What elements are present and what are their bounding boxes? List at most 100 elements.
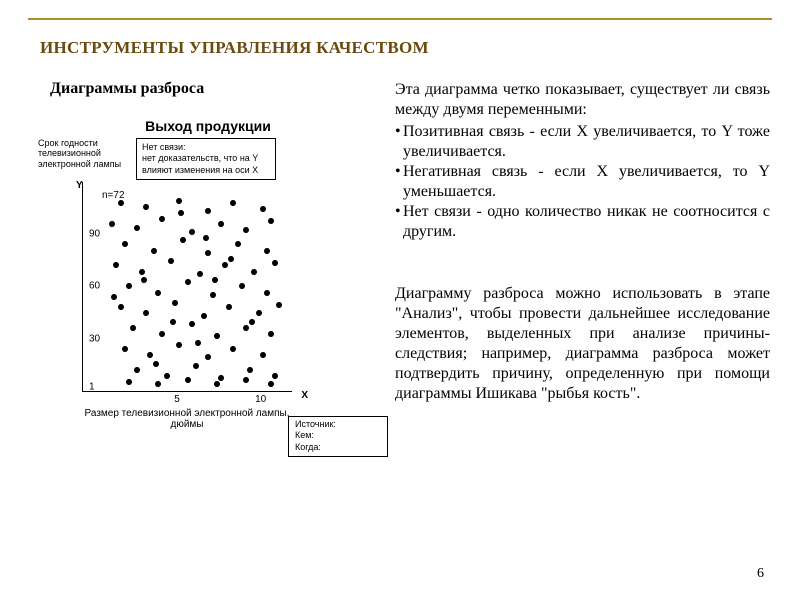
legend-line: влияют изменения на оси X: [142, 165, 270, 176]
scatter-point: [230, 345, 237, 352]
scatter-point: [259, 352, 266, 359]
scatter-plot: X 9060301510: [82, 182, 292, 392]
scatter-point: [268, 218, 275, 225]
scatter-point: [263, 289, 270, 296]
scatter-point: [176, 341, 183, 348]
scatter-point: [268, 331, 275, 338]
scatter-point: [205, 249, 212, 256]
y-tick: 90: [89, 229, 100, 240]
scatter-point: [205, 354, 212, 361]
scatter-point: [194, 339, 201, 346]
scatter-point: [211, 276, 218, 283]
scatter-point: [138, 268, 145, 275]
scatter-point: [272, 373, 279, 380]
scatter-point: [155, 381, 162, 388]
y-axis-caption: Срок годности телевизионной электронной …: [38, 138, 130, 169]
scatter-point: [167, 258, 174, 265]
scatter-point: [259, 205, 266, 212]
scatter-point: [243, 325, 250, 332]
scatter-point: [188, 228, 195, 235]
scatter-figure: Выход продукции Срок годности телевизион…: [38, 118, 378, 431]
scatter-point: [213, 381, 220, 388]
scatter-point: [140, 276, 147, 283]
scatter-point: [217, 220, 224, 227]
legend-line: Нет связи:: [142, 142, 270, 153]
scatter-point: [169, 318, 176, 325]
source-line: Источник:: [295, 419, 381, 431]
scatter-point: [151, 247, 158, 254]
legend-box: Нет связи: нет доказательств, что на Y в…: [136, 138, 276, 180]
scatter-point: [230, 199, 237, 206]
scatter-point: [268, 381, 275, 388]
scatter-point: [146, 352, 153, 359]
scatter-point: [178, 210, 185, 217]
scatter-point: [209, 291, 216, 298]
right-column: Эта диаграмма четко показывает, существу…: [395, 80, 770, 404]
figure-title: Выход продукции: [38, 118, 378, 134]
scatter-point: [153, 360, 160, 367]
scatter-point: [130, 325, 137, 332]
scatter-point: [184, 377, 191, 384]
analysis-paragraph: Диаграмму разброса можно использовать в …: [395, 284, 770, 404]
scatter-point: [203, 235, 210, 242]
scatter-point: [251, 268, 258, 275]
scatter-point: [197, 270, 204, 277]
plot-wrap: Y n=72 X 9060301510 Размер телевизионной…: [58, 182, 298, 431]
x-tick: 5: [174, 394, 180, 405]
source-line: Когда:: [295, 442, 381, 454]
y-tick: 60: [89, 281, 100, 292]
scatter-point: [228, 256, 235, 263]
scatter-point: [243, 226, 250, 233]
scatter-point: [111, 293, 118, 300]
bullet-item: Позитивная связь - если X увеличивается,…: [395, 122, 770, 162]
scatter-point: [125, 379, 132, 386]
legend-line: нет доказательств, что на Y: [142, 153, 270, 164]
y-tick: 30: [89, 333, 100, 344]
scatter-point: [192, 362, 199, 369]
top-rule: [28, 18, 772, 20]
scatter-point: [125, 283, 132, 290]
scatter-point: [234, 241, 241, 248]
page-title: ИНСТРУМЕНТЫ УПРАВЛЕНИЯ КАЧЕСТВОМ: [40, 38, 429, 58]
bullet-list: Позитивная связь - если X увеличивается,…: [395, 122, 770, 242]
intro-paragraph: Эта диаграмма четко показывает, существу…: [395, 80, 770, 120]
page-number: 6: [757, 566, 764, 582]
subtitle: Диаграммы разброса: [50, 80, 204, 98]
scatter-point: [247, 366, 254, 373]
x-tick: 10: [255, 394, 266, 405]
scatter-point: [238, 283, 245, 290]
scatter-point: [155, 289, 162, 296]
scatter-point: [276, 302, 283, 309]
scatter-point: [243, 377, 250, 384]
scatter-point: [222, 262, 229, 269]
scatter-point: [121, 241, 128, 248]
x-axis-letter: X: [301, 390, 308, 401]
scatter-point: [171, 299, 178, 306]
bullet-item: Нет связи - одно количество никак не соо…: [395, 202, 770, 242]
source-box: Источник: Кем: Когда:: [288, 416, 388, 457]
scatter-point: [188, 320, 195, 327]
scatter-point: [142, 203, 149, 210]
scatter-point: [226, 304, 233, 311]
scatter-point: [205, 208, 212, 215]
scatter-point: [272, 260, 279, 267]
scatter-point: [184, 279, 191, 286]
scatter-point: [113, 262, 120, 269]
scatter-point: [109, 220, 116, 227]
source-line: Кем:: [295, 430, 381, 442]
scatter-point: [117, 304, 124, 311]
scatter-point: [180, 237, 187, 244]
x-axis-caption: Размер телевизионной электронной лампы, …: [82, 408, 292, 431]
scatter-point: [134, 366, 141, 373]
scatter-point: [134, 224, 141, 231]
scatter-point: [213, 333, 220, 340]
scatter-point: [263, 247, 270, 254]
bullet-item: Негативная связь - если X увеличивается,…: [395, 162, 770, 202]
scatter-point: [117, 199, 124, 206]
scatter-point: [249, 318, 256, 325]
y-tick: 1: [89, 381, 95, 392]
scatter-point: [142, 310, 149, 317]
scatter-point: [159, 216, 166, 223]
scatter-point: [163, 373, 170, 380]
scatter-point: [176, 197, 183, 204]
